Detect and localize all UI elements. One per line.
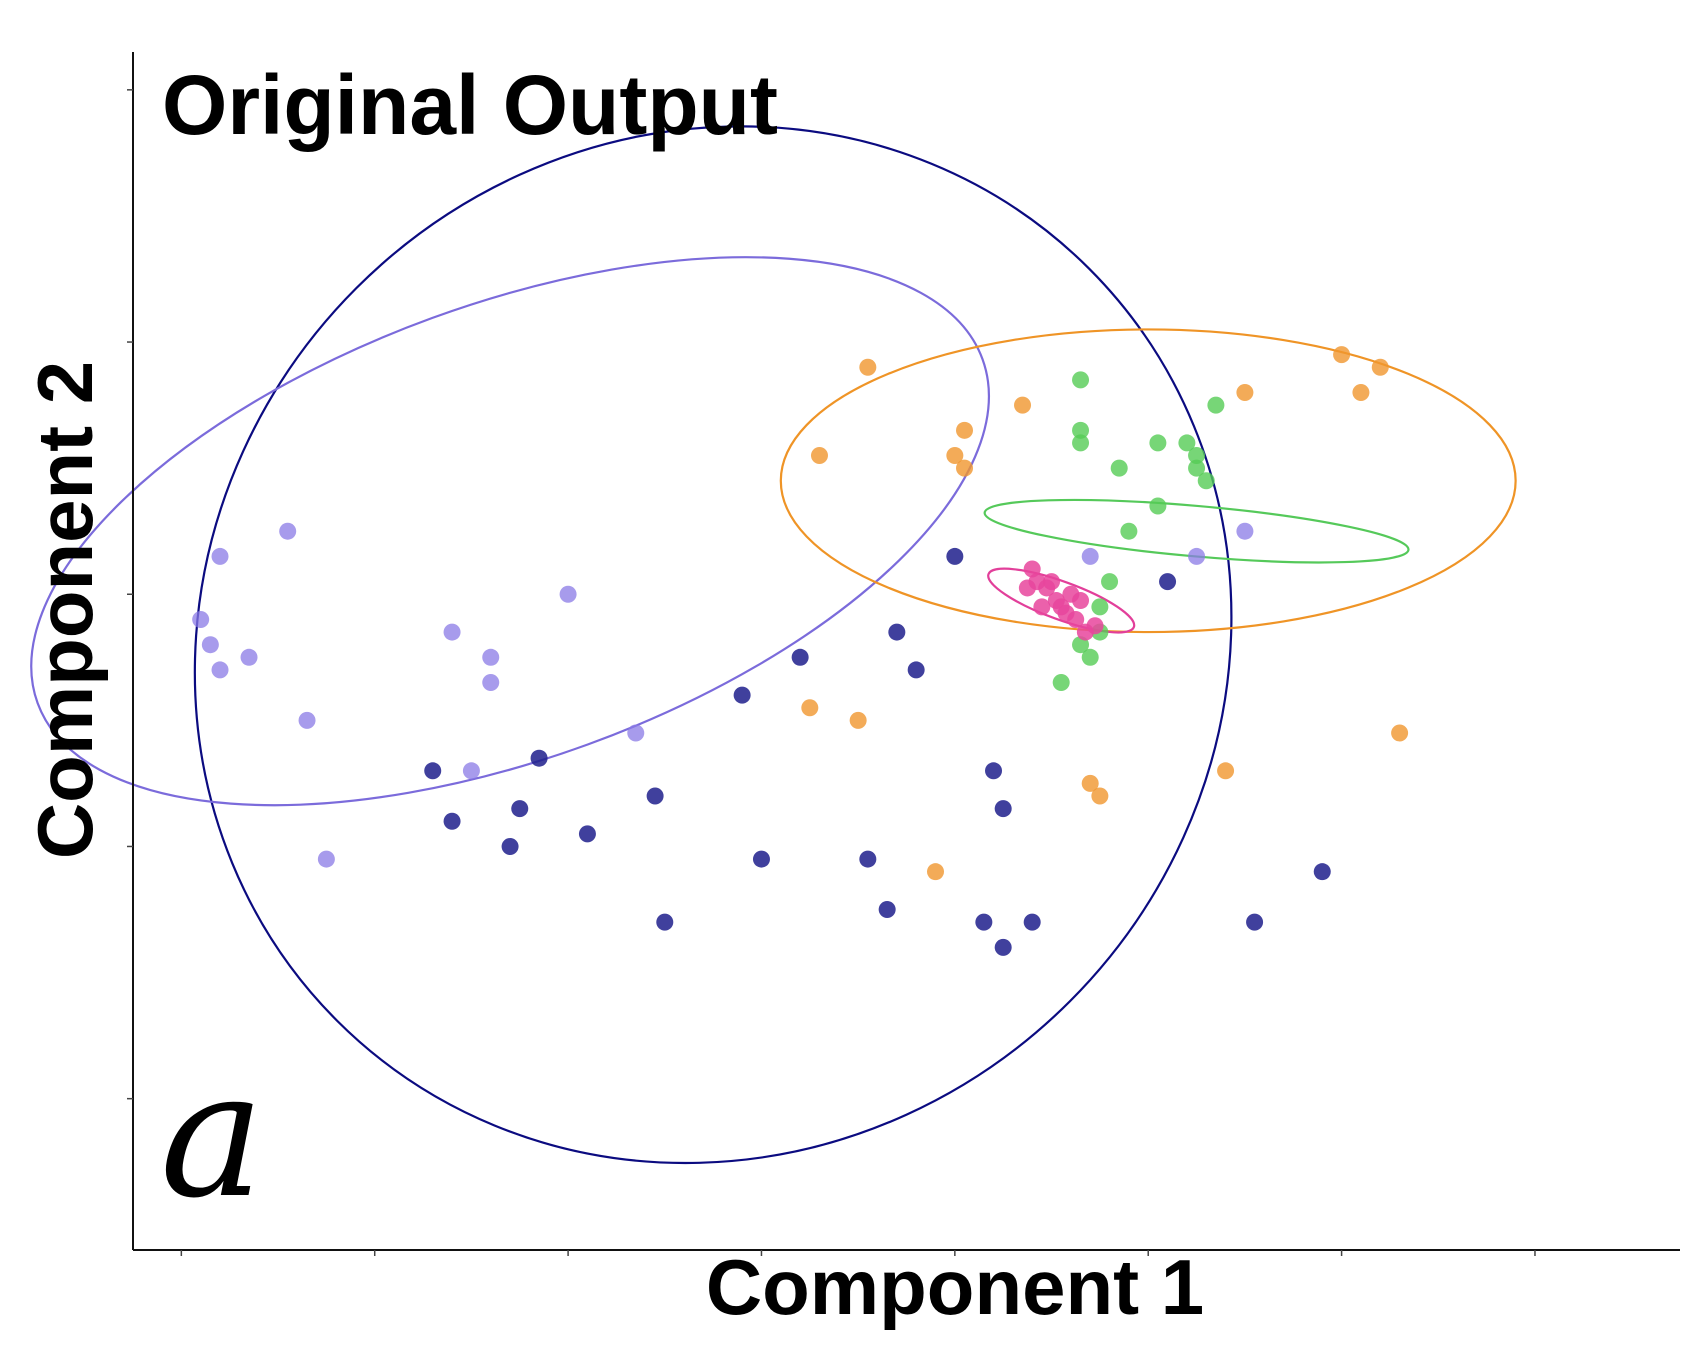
confidence-ellipse-1 bbox=[30, 256, 990, 807]
point-s2-13 bbox=[1081, 774, 1099, 792]
panel-label: a bbox=[160, 1034, 264, 1237]
point-s2-12 bbox=[927, 863, 945, 881]
point-s3-3 bbox=[1072, 434, 1090, 452]
point-s3-7 bbox=[1188, 459, 1206, 477]
point-s2-7 bbox=[956, 421, 974, 439]
point-s0-23 bbox=[1159, 573, 1177, 591]
point-s1-16 bbox=[627, 724, 645, 742]
point-s1-4 bbox=[482, 648, 500, 666]
point-s0-18 bbox=[1313, 863, 1331, 881]
point-s1-15 bbox=[462, 762, 480, 780]
point-s1-7 bbox=[240, 648, 258, 666]
point-s3-13 bbox=[1091, 598, 1109, 616]
point-s0-6 bbox=[511, 800, 529, 818]
point-s3-2 bbox=[1072, 421, 1090, 439]
point-s1-13 bbox=[443, 623, 461, 641]
point-s1-11 bbox=[201, 636, 219, 654]
point-s3-17 bbox=[1052, 674, 1070, 692]
point-s4-12 bbox=[1018, 579, 1036, 597]
point-s0-8 bbox=[424, 762, 442, 780]
point-s3-5 bbox=[1110, 459, 1128, 477]
x-ticks bbox=[180, 1250, 1536, 1256]
confidence-ellipse-2 bbox=[779, 328, 1517, 634]
point-s0-2 bbox=[733, 686, 751, 704]
point-s2-2 bbox=[1352, 383, 1370, 401]
point-s2-8 bbox=[1014, 396, 1032, 414]
point-s2-9 bbox=[810, 447, 828, 465]
point-s0-9 bbox=[443, 812, 461, 830]
point-s3-12 bbox=[1101, 573, 1119, 591]
point-s1-10 bbox=[192, 610, 210, 628]
chart-title: Original Output bbox=[162, 58, 778, 152]
point-s0-13 bbox=[859, 850, 877, 868]
point-s1-9 bbox=[211, 547, 229, 565]
point-s1-5 bbox=[317, 850, 335, 868]
point-s0-14 bbox=[975, 913, 993, 931]
point-s3-10 bbox=[1149, 497, 1167, 515]
point-s3-15 bbox=[1081, 648, 1099, 666]
axes-layer bbox=[127, 52, 1680, 1256]
point-s1-8 bbox=[279, 522, 297, 540]
point-s4-6 bbox=[1067, 610, 1085, 628]
point-s4-7 bbox=[1033, 598, 1051, 616]
point-s1-2 bbox=[1236, 522, 1254, 540]
point-s0-15 bbox=[994, 938, 1012, 956]
series-3 bbox=[1052, 371, 1225, 692]
point-s2-10 bbox=[801, 699, 819, 717]
point-s3-6 bbox=[1178, 434, 1196, 452]
series-0 bbox=[424, 547, 1331, 956]
confidence-ellipse-4 bbox=[987, 567, 1136, 634]
point-s2-3 bbox=[1371, 358, 1389, 376]
series-2 bbox=[801, 346, 1409, 881]
point-s0-11 bbox=[752, 850, 770, 868]
point-s2-1 bbox=[1236, 383, 1254, 401]
point-s0-21 bbox=[888, 623, 906, 641]
point-s0-16 bbox=[1023, 913, 1041, 931]
point-s0-12 bbox=[878, 901, 896, 919]
point-s0-10 bbox=[656, 913, 674, 931]
point-s2-0 bbox=[1333, 346, 1351, 364]
series-1 bbox=[192, 522, 1254, 868]
point-s0-17 bbox=[1246, 913, 1264, 931]
point-s0-5 bbox=[530, 749, 548, 767]
point-s2-15 bbox=[1217, 762, 1235, 780]
point-s2-16 bbox=[1391, 724, 1409, 742]
confidence-ellipse-0 bbox=[193, 125, 1233, 1165]
point-s1-3 bbox=[559, 585, 577, 603]
point-s0-22 bbox=[907, 661, 925, 679]
points-layer bbox=[192, 346, 1409, 956]
point-s2-5 bbox=[946, 447, 964, 465]
point-s1-1 bbox=[1188, 547, 1206, 565]
point-s0-20 bbox=[994, 800, 1012, 818]
point-s3-9 bbox=[1197, 472, 1215, 490]
point-s1-14 bbox=[482, 674, 500, 692]
point-s3-4 bbox=[1149, 434, 1167, 452]
point-s4-11 bbox=[1043, 573, 1061, 591]
point-s0-19 bbox=[985, 762, 1003, 780]
y-ticks bbox=[127, 89, 133, 1100]
point-s3-8 bbox=[1188, 447, 1206, 465]
point-s2-6 bbox=[956, 459, 974, 477]
point-s2-4 bbox=[859, 358, 877, 376]
point-s3-1 bbox=[1207, 396, 1225, 414]
point-s3-11 bbox=[1120, 522, 1138, 540]
y-axis-label: Component 2 bbox=[21, 361, 109, 859]
series-4 bbox=[1018, 560, 1104, 641]
point-s4-10 bbox=[1076, 623, 1094, 641]
point-s1-12 bbox=[211, 661, 229, 679]
point-s0-3 bbox=[646, 787, 664, 805]
point-s0-1 bbox=[791, 648, 809, 666]
point-s3-0 bbox=[1072, 371, 1090, 389]
point-s2-14 bbox=[1091, 787, 1109, 805]
point-s1-6 bbox=[298, 711, 316, 729]
point-s4-13 bbox=[1072, 592, 1090, 610]
x-axis-label: Component 1 bbox=[706, 1243, 1204, 1331]
point-s0-4 bbox=[578, 825, 596, 843]
point-s2-11 bbox=[849, 711, 867, 729]
point-s0-7 bbox=[501, 837, 519, 855]
point-s0-0 bbox=[946, 547, 964, 565]
point-s1-0 bbox=[1081, 547, 1099, 565]
